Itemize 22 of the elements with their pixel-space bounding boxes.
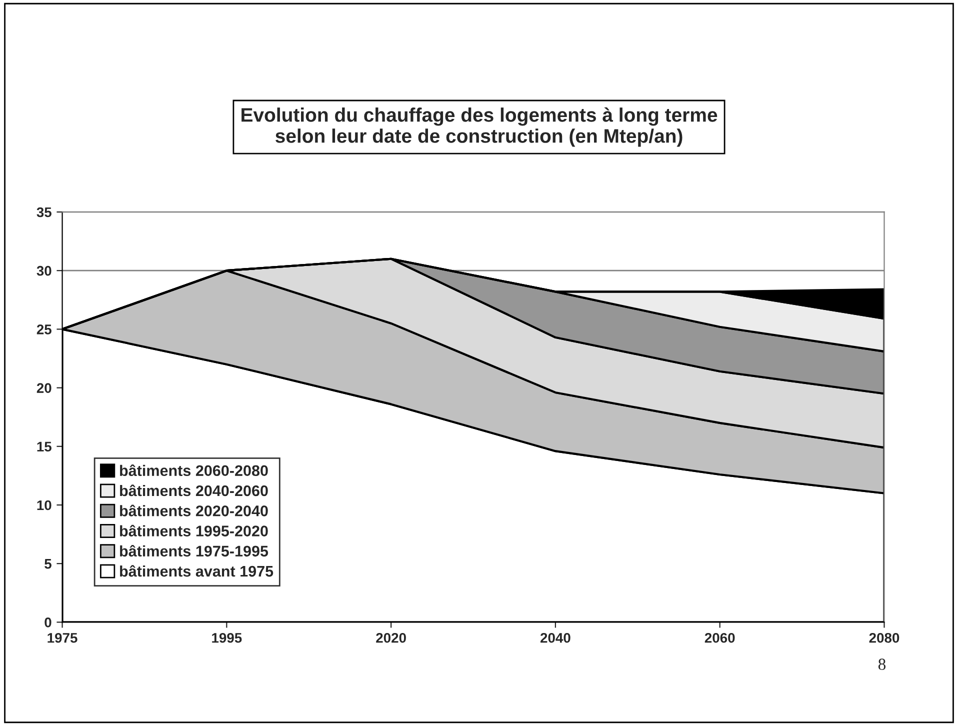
- legend-label: bâtiments 2020-2040: [120, 504, 268, 516]
- legend-label: bâtiments 1995-2020: [120, 524, 268, 536]
- x-tick-label: 2080: [869, 632, 900, 643]
- y-tick-label: 30: [36, 266, 52, 276]
- y-tick-label: 25: [36, 324, 52, 334]
- legend-label: bâtiments 2060-2080: [120, 464, 268, 476]
- x-tick-label: 2040: [540, 632, 570, 643]
- text: 8: [878, 658, 886, 670]
- y-tick-label: 20: [36, 383, 52, 393]
- y-tick-label: 10: [37, 500, 52, 510]
- legend-label: bâtiments avant 1975: [120, 565, 274, 577]
- x-tick-label: 1975: [48, 632, 78, 643]
- x-tick-label: 2060: [704, 632, 735, 643]
- x-tick-label: 2020: [376, 632, 406, 643]
- legend-label: bâtiments 2040-2060: [120, 484, 268, 496]
- y-tick-label: 0: [44, 618, 52, 628]
- x-tick-label: 1995: [212, 632, 242, 643]
- chart-title: Evolution du chauffage des logements à long terme selon leur date de construction (en Mtep/an): [242, 107, 718, 147]
- legend-label: bâtiments 1975-1995: [120, 545, 268, 557]
- y-tick-label: 15: [37, 442, 52, 452]
- y-tick-label: 35: [36, 207, 52, 218]
- y-tick-label: 5: [44, 559, 52, 569]
